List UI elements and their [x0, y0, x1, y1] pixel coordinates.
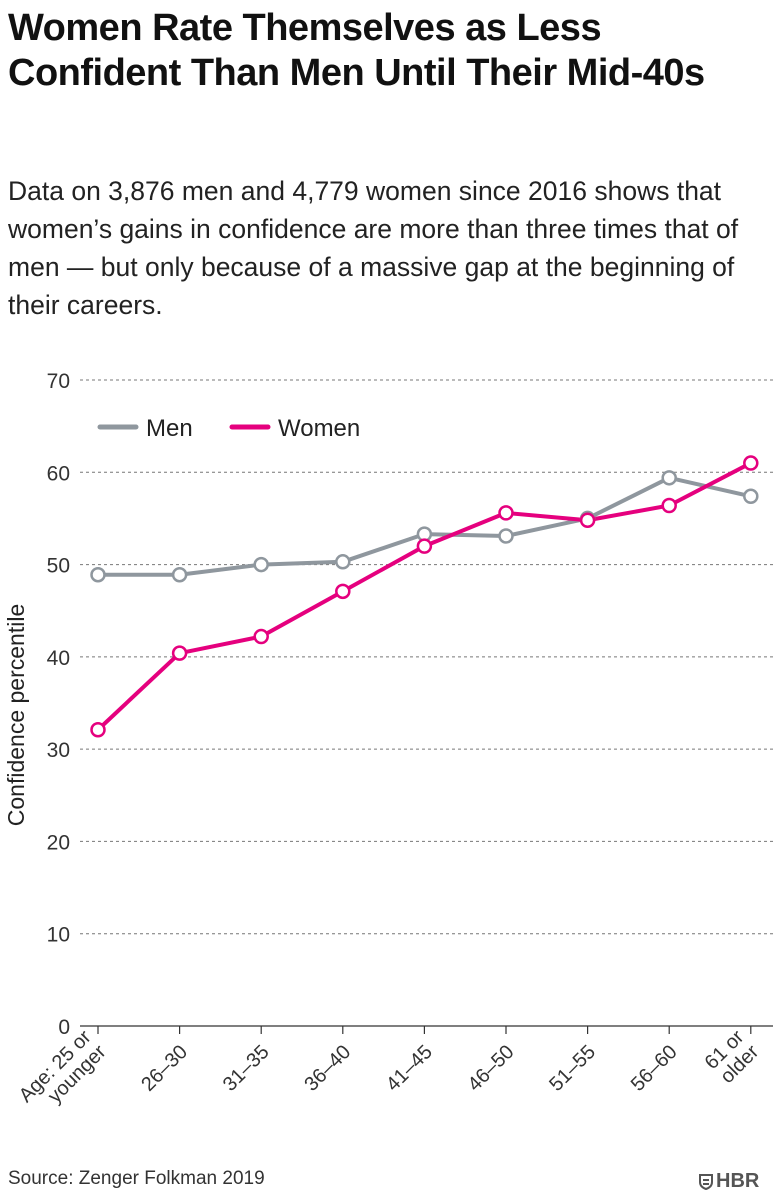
- y-tick-label: 50: [47, 555, 70, 578]
- y-tick-label: 0: [58, 1016, 70, 1039]
- shield-icon: [699, 1173, 713, 1190]
- logo-text: HBR: [716, 1170, 760, 1192]
- x-tick-label: 41–45: [382, 1041, 437, 1096]
- women-data-point: [253, 628, 269, 645]
- women-data-point: [171, 645, 188, 661]
- legend-label-women: Women: [278, 415, 360, 442]
- y-tick-label: 70: [47, 370, 70, 393]
- women-data-point: [579, 512, 596, 529]
- men-data-point: [171, 566, 188, 583]
- women-series-line: [96, 461, 753, 732]
- hbr-logo: HBR: [699, 1170, 759, 1193]
- men-data-point: [661, 470, 677, 486]
- x-tick-label-line: 51–55: [545, 1041, 600, 1096]
- women-data-point: [743, 455, 759, 471]
- women-data-point: [661, 497, 677, 514]
- x-tick-label-line: 26–30: [137, 1041, 192, 1096]
- men-data-point: [743, 488, 759, 505]
- x-tick-label-line: 56–60: [627, 1041, 682, 1096]
- y-tick-label: 60: [47, 462, 70, 485]
- x-tick-label-line: 46–50: [464, 1041, 519, 1096]
- women-data-point: [416, 538, 433, 554]
- y-tick-label: 20: [47, 831, 70, 854]
- y-tick-label: 40: [47, 647, 70, 670]
- men-data-point: [498, 528, 514, 544]
- men-data-point: [90, 566, 106, 583]
- x-tick-label: 31–35: [219, 1041, 274, 1096]
- men-data-point: [335, 554, 351, 570]
- x-tick-label-line: 41–45: [382, 1041, 437, 1096]
- women-data-point: [90, 722, 106, 738]
- women-data-point: [498, 505, 514, 521]
- x-tick-label-line: 36–40: [300, 1041, 355, 1096]
- y-tick-label: 10: [47, 924, 70, 947]
- y-tick-label: 30: [47, 739, 70, 762]
- chart-title: Women Rate Themselves as Less Confident …: [8, 7, 705, 94]
- women-data-point: [335, 583, 351, 600]
- x-tick-label: 56–60: [627, 1041, 682, 1096]
- y-axis-label: Confidence percentile: [3, 604, 29, 826]
- x-tick-label-line: 31–35: [219, 1041, 274, 1096]
- men-series-line: [96, 475, 753, 577]
- x-tick-label: 36–40: [300, 1041, 355, 1096]
- legend-label-men: Men: [146, 415, 193, 442]
- chart-subtitle: Data on 3,876 men and 4,779 women since …: [8, 176, 739, 320]
- source-note: Source: Zenger Folkman 2019: [8, 1168, 265, 1189]
- men-data-point: [253, 556, 269, 573]
- x-tick-label: 26–30: [137, 1041, 192, 1096]
- x-tick-label: 51–55: [545, 1041, 600, 1096]
- x-tick-label: 46–50: [464, 1041, 519, 1096]
